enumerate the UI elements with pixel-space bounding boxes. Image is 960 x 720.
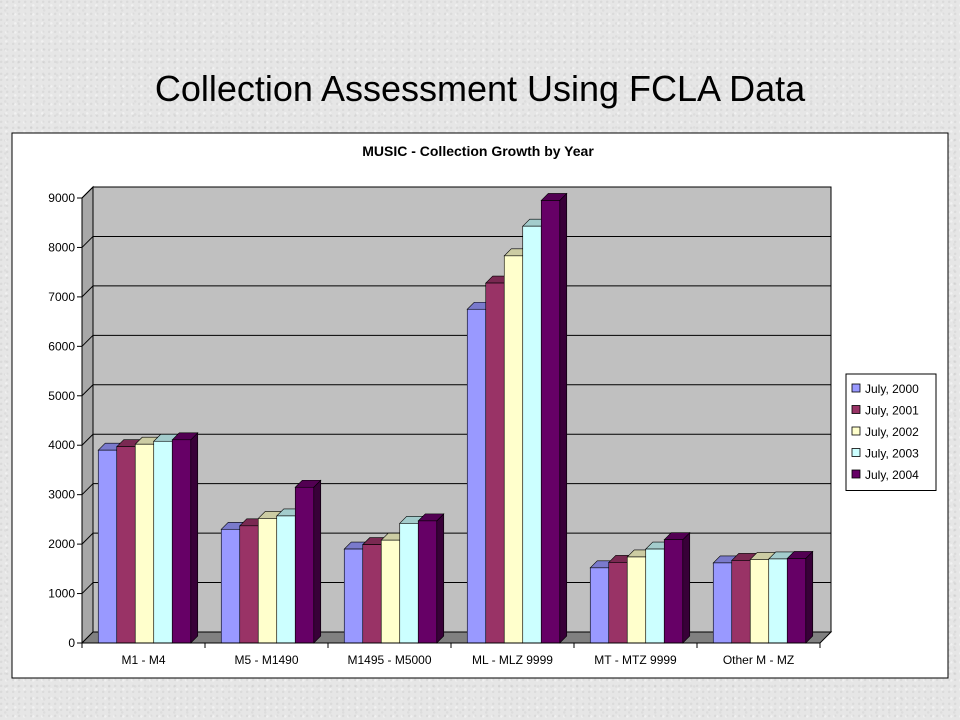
x-tick-label: ML - MLZ 9999: [472, 653, 553, 667]
bar: [786, 550, 814, 644]
gridline-side: [81, 433, 94, 446]
y-tick-label: 7000: [48, 290, 75, 304]
gridline-side: [81, 582, 94, 594]
gridline-side: [81, 236, 94, 248]
slide-title: Collection Assessment Using FCLA Data: [154, 68, 806, 109]
legend: July, 2000 July, 2001 July, 2002 July, 2003…: [845, 373, 937, 491]
bar-front: [645, 548, 665, 644]
y-tick-label: 5000: [48, 389, 75, 403]
bar-front: [749, 559, 770, 644]
bar-front: [257, 518, 278, 644]
bar-side: [190, 432, 199, 644]
bar-front: [663, 539, 684, 644]
legend-label: July, 2002: [865, 425, 919, 439]
bar: [540, 192, 568, 644]
bar-front: [380, 539, 401, 644]
bar-front: [239, 525, 259, 644]
gridline-side: [81, 384, 94, 397]
x-tick-label: M1 - M4: [121, 653, 165, 667]
bar-front: [362, 544, 382, 644]
legend-label: July, 2000: [865, 382, 919, 396]
bar-front: [466, 308, 487, 644]
bar-front: [540, 200, 561, 644]
bar-front: [485, 282, 505, 644]
bar-front: [626, 556, 647, 644]
bar-front: [786, 558, 807, 644]
y-tick-label: 4000: [48, 438, 75, 452]
bar-front: [712, 562, 733, 644]
bar-side: [436, 513, 445, 644]
bar-front: [417, 520, 438, 644]
x-tick-label: M5 - M1490: [234, 653, 298, 667]
gridline-side: [81, 186, 94, 199]
gridline-side: [81, 285, 94, 298]
gridlines: [81, 186, 831, 594]
y-tick-label: 1000: [48, 587, 75, 601]
legend-swatch: [851, 448, 861, 457]
y-tick-label: 3000: [48, 488, 75, 502]
legend-label: July, 2004: [865, 468, 919, 482]
y-tick-label: 9000: [48, 191, 75, 205]
bar-front: [589, 567, 610, 644]
bar-side: [805, 550, 814, 644]
y-axis: 0 1000 2000 3000 4000 5000 6000 7000 8000 9000: [48, 191, 83, 650]
bar-side: [313, 479, 322, 644]
y-tick-label: 6000: [48, 339, 75, 353]
bar-front: [731, 560, 751, 644]
bar-front: [608, 562, 628, 644]
legend-swatch: [851, 426, 861, 436]
bar-front: [503, 255, 524, 644]
bar-front: [276, 515, 296, 644]
legend-box: [845, 373, 937, 491]
bar-side: [559, 192, 568, 644]
x-tick-label: Other M - MZ: [723, 653, 794, 667]
legend-swatch: [851, 383, 861, 393]
bar-front: [116, 446, 136, 644]
bar-front: [522, 225, 542, 644]
legend-swatch: [851, 405, 861, 414]
bar-front: [97, 449, 118, 644]
bar-front: [153, 440, 173, 644]
bar: [663, 531, 691, 644]
bar-front: [399, 523, 419, 644]
bar: [171, 432, 199, 644]
legend-label: July, 2001: [865, 404, 919, 418]
gridline-side: [81, 334, 94, 347]
x-axis: M1 - M4 M5 - M1490 M1495 - M5000 ML - MLZ 9…: [81, 642, 821, 667]
plot-side-wall: [81, 185, 94, 645]
bar-front: [768, 558, 788, 644]
bar-front: [294, 486, 315, 644]
plot-background: [80, 185, 833, 645]
bar-front: [171, 439, 192, 644]
y-tick-label: 8000: [48, 240, 75, 254]
y-tick-label: 0: [68, 636, 75, 650]
legend-swatch: [851, 469, 861, 479]
bar-side: [682, 531, 691, 644]
bars: [97, 192, 814, 644]
x-tick-label: MT - MTZ 9999: [594, 653, 677, 667]
chart-title: MUSIC - Collection Growth by Year: [362, 143, 594, 159]
bar-front: [343, 548, 364, 644]
bar: [417, 513, 445, 644]
y-tick-label: 2000: [48, 537, 75, 551]
bar: [294, 479, 322, 644]
gridline-side: [81, 532, 94, 545]
x-tick-label: M1495 - M5000: [347, 653, 431, 667]
legend-label: July, 2003: [865, 447, 919, 461]
gridline-side: [81, 483, 94, 496]
bar-front: [220, 528, 241, 644]
bar-front: [134, 443, 155, 644]
